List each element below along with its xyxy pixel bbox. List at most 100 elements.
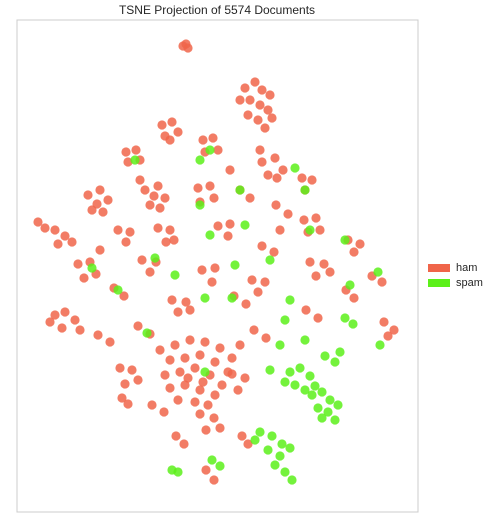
point	[200, 337, 210, 347]
point	[283, 209, 293, 219]
point	[255, 427, 265, 437]
point	[153, 223, 163, 233]
point	[280, 467, 290, 477]
point	[345, 280, 355, 290]
point	[153, 181, 163, 191]
point	[197, 265, 207, 275]
point	[131, 145, 141, 155]
point	[130, 155, 140, 165]
point	[205, 145, 215, 155]
point	[215, 461, 225, 471]
point	[113, 225, 123, 235]
chart-title: TSNE Projection of 5574 Documents	[119, 3, 315, 17]
point	[247, 275, 257, 285]
point	[98, 207, 108, 217]
point	[181, 39, 191, 49]
point	[140, 185, 150, 195]
point	[265, 255, 275, 265]
point	[167, 295, 177, 305]
point	[215, 423, 225, 433]
point	[119, 291, 129, 301]
point	[207, 455, 217, 465]
point	[227, 369, 237, 379]
point	[340, 313, 350, 323]
point	[263, 170, 273, 180]
point	[313, 313, 323, 323]
point	[375, 340, 385, 350]
point	[237, 431, 247, 441]
point	[275, 340, 285, 350]
point	[245, 95, 255, 105]
point	[133, 375, 143, 385]
point	[200, 293, 210, 303]
point	[209, 193, 219, 203]
point	[95, 185, 105, 195]
point	[147, 400, 157, 410]
point	[270, 153, 280, 163]
point	[287, 475, 297, 485]
point	[285, 443, 295, 453]
point	[250, 77, 260, 87]
legend: ham spam	[428, 262, 483, 289]
point	[255, 145, 265, 155]
point	[53, 239, 63, 249]
point	[205, 181, 215, 191]
point	[87, 263, 97, 273]
point	[179, 439, 189, 449]
point	[203, 400, 213, 410]
point	[123, 157, 133, 167]
point	[181, 297, 191, 307]
point	[171, 431, 181, 441]
point	[225, 165, 235, 175]
point	[103, 195, 113, 205]
point	[230, 260, 240, 270]
point	[137, 255, 147, 265]
point	[117, 393, 127, 403]
point	[145, 267, 155, 277]
point	[213, 221, 223, 231]
point	[261, 333, 271, 343]
point	[193, 183, 203, 193]
point	[227, 293, 237, 303]
point	[249, 325, 259, 335]
point	[285, 367, 295, 377]
point	[173, 127, 183, 137]
point	[105, 337, 115, 347]
point	[190, 397, 200, 407]
point	[67, 237, 77, 247]
point	[235, 185, 245, 195]
point	[50, 310, 60, 320]
point	[227, 353, 237, 363]
point	[305, 225, 315, 235]
point	[383, 331, 393, 341]
point	[243, 110, 253, 120]
point	[233, 385, 243, 395]
point	[195, 385, 205, 395]
plot-frame	[16, 19, 419, 513]
point	[257, 85, 267, 95]
point	[121, 237, 131, 247]
point	[157, 120, 167, 130]
point	[161, 237, 171, 247]
point	[200, 367, 210, 377]
point	[60, 307, 70, 317]
point	[250, 435, 260, 445]
point	[265, 365, 275, 375]
point	[170, 270, 180, 280]
point	[297, 173, 307, 183]
point	[319, 259, 329, 269]
point	[167, 117, 177, 127]
point	[275, 225, 285, 235]
point	[253, 115, 263, 125]
point	[127, 365, 137, 375]
point	[317, 413, 327, 423]
point	[260, 277, 270, 287]
point	[150, 253, 160, 263]
point	[335, 347, 345, 357]
point	[210, 263, 220, 273]
point	[320, 351, 330, 361]
point	[149, 191, 159, 201]
legend-label: spam	[456, 277, 483, 289]
point	[311, 271, 321, 281]
